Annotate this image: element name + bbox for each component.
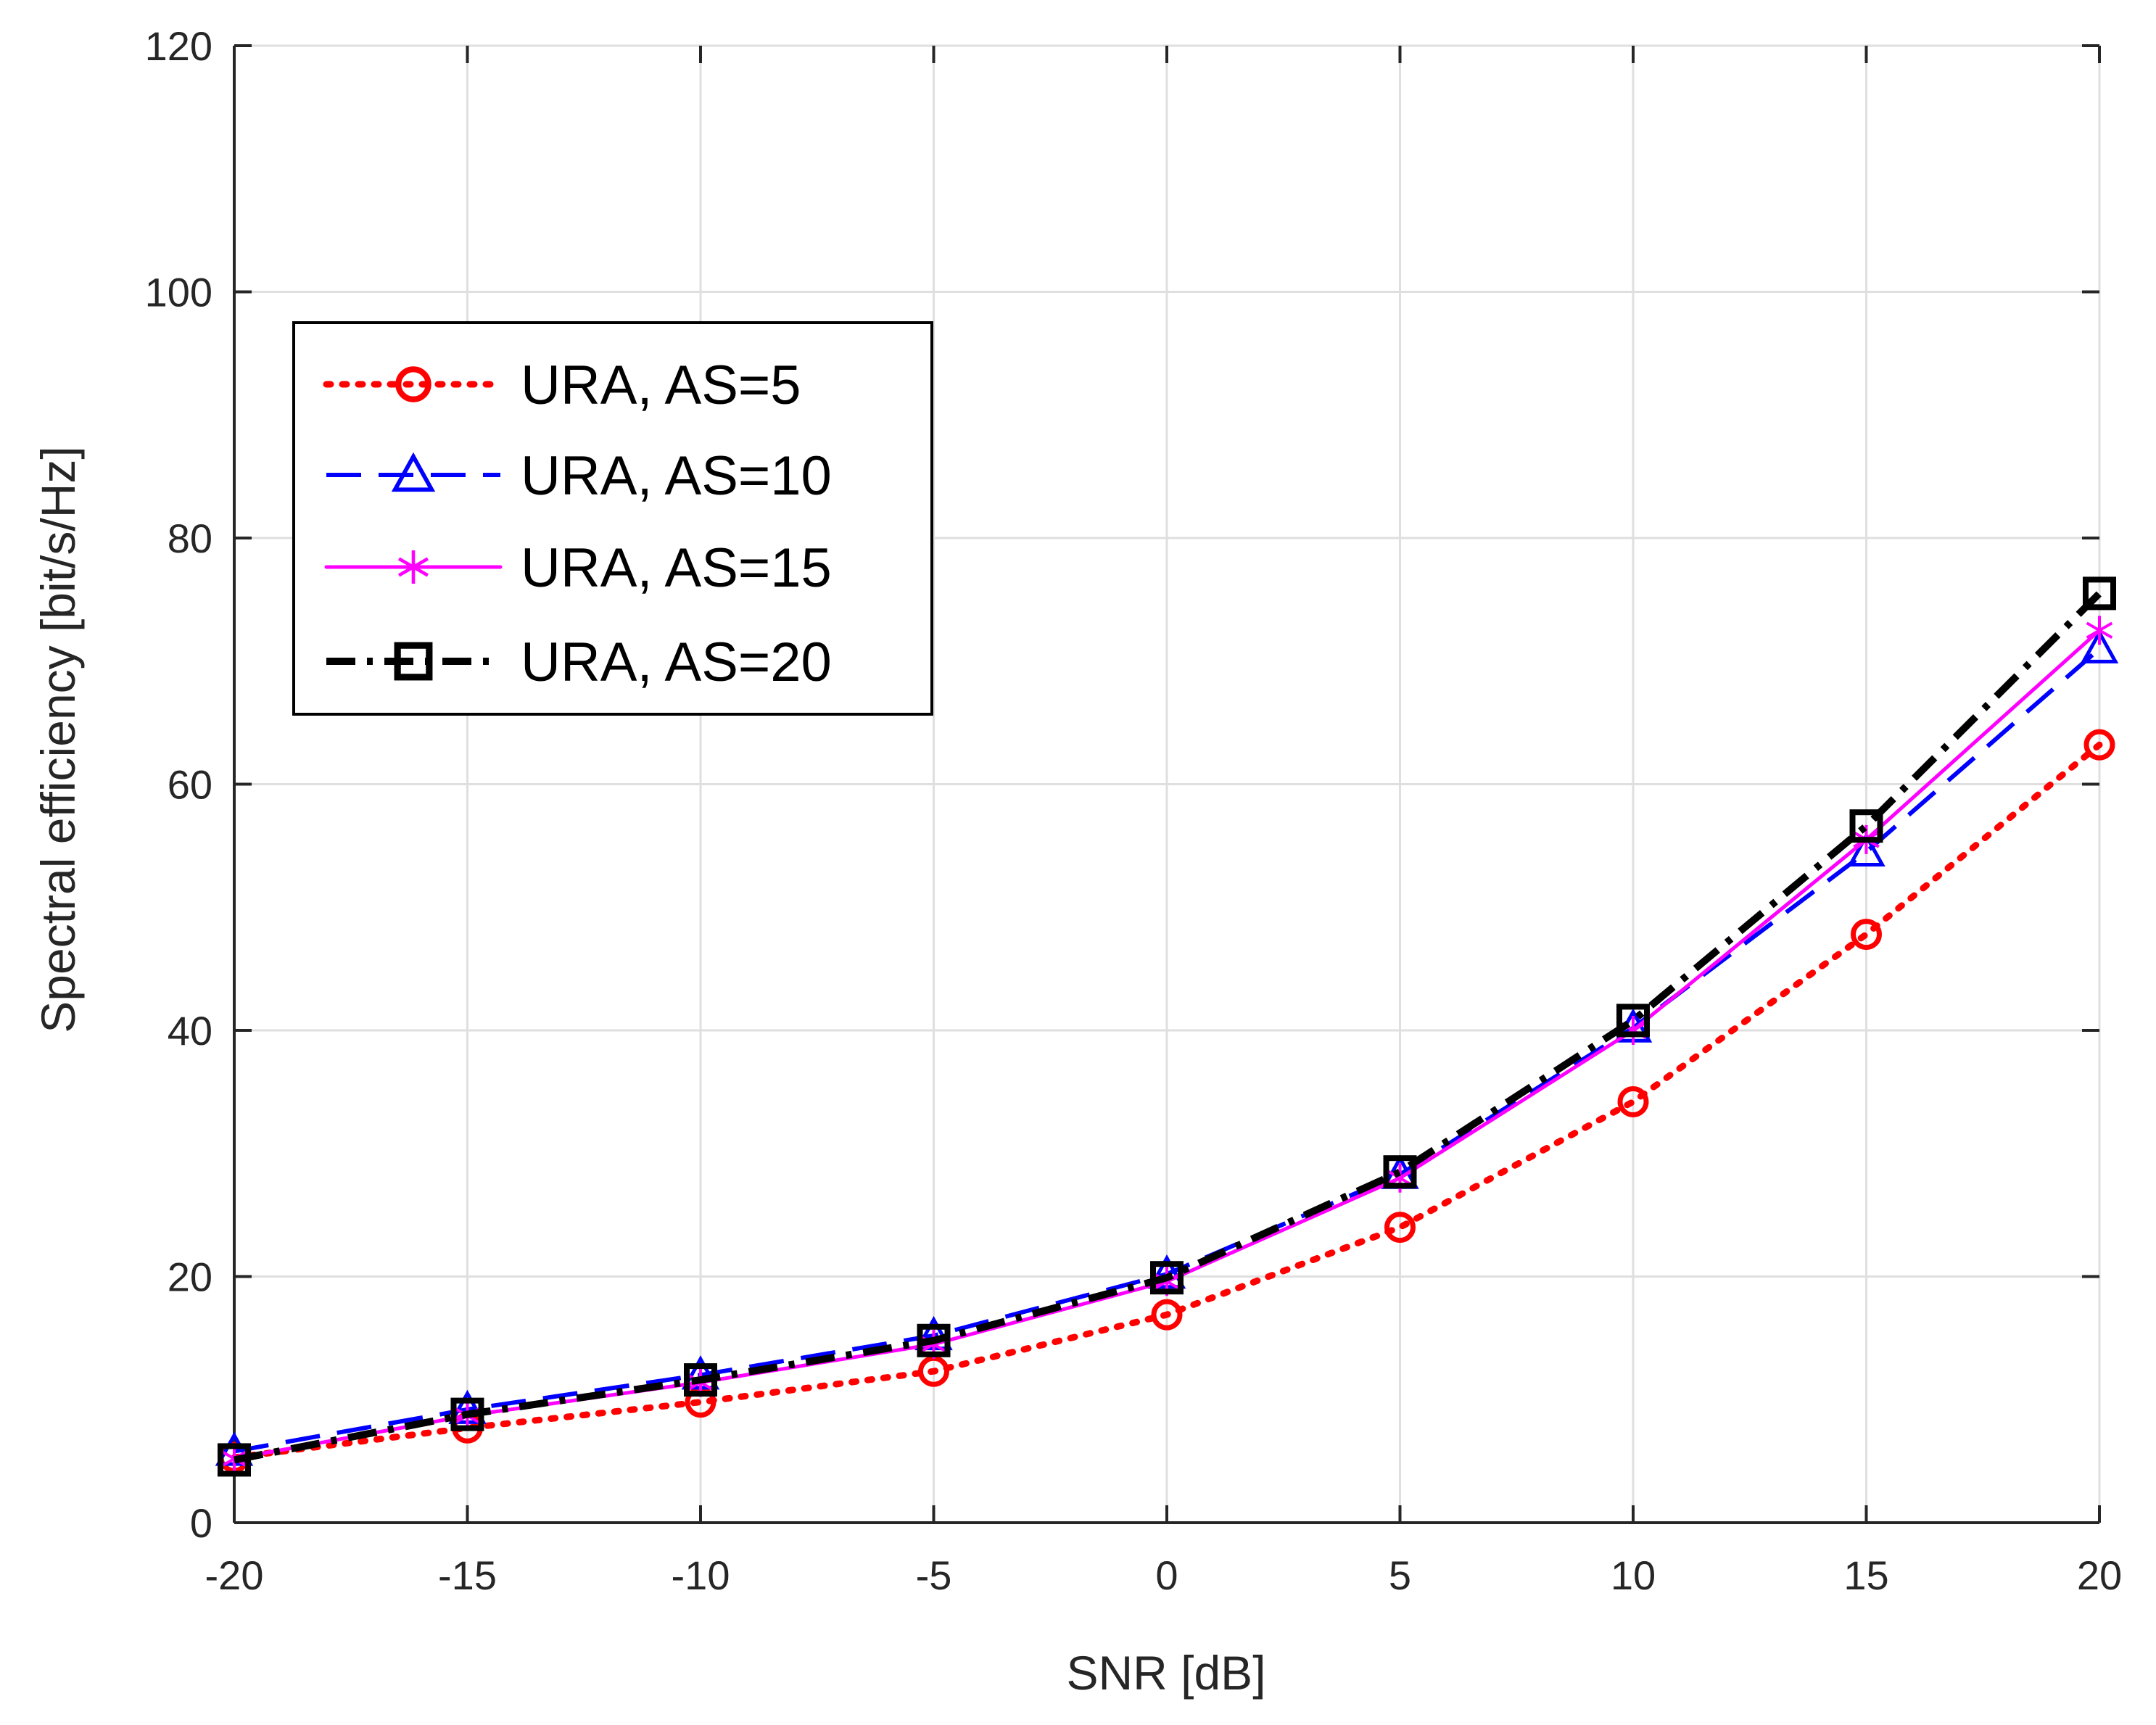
legend-item: URA, AS=15 [324, 537, 832, 599]
series-line [231, 741, 2103, 1461]
data-point [1849, 809, 1883, 843]
data-point [1383, 1155, 1417, 1189]
legend-label: URA, AS=10 [521, 445, 832, 507]
legend-item: URA, AS=20 [326, 632, 832, 693]
data-point [1150, 1261, 1184, 1295]
legend-marker [391, 452, 436, 492]
x-tick-label: 10 [1611, 1552, 1656, 1598]
x-tick-label: -20 [205, 1552, 264, 1598]
legend-label: URA, AS=5 [521, 355, 801, 416]
data-point [684, 1363, 717, 1397]
x-tick-label: 5 [1389, 1552, 1411, 1598]
data-point [2080, 629, 2119, 663]
series-4 [218, 576, 2116, 1477]
x-axis-label: SNR [dB] [1066, 1646, 1265, 1700]
tick-labels: -20 -15 -10 -5 0 5 10 15 20 0 20 40 60 80 100 120 [145, 23, 2123, 1598]
legend-item: URA, AS=5 [323, 355, 801, 416]
grid [233, 44, 2101, 1524]
x-tick-label: 20 [2077, 1552, 2122, 1598]
asterisk-stroke [397, 557, 429, 577]
legend: URA, AS=5 URA, AS=10 URA, AS=15 URA, AS=20 [292, 321, 933, 716]
legend-item: URA, AS=10 [326, 445, 832, 507]
axes [233, 44, 2101, 1524]
asterisk-stroke [2086, 621, 2113, 640]
x-tick-label: -15 [438, 1552, 497, 1598]
data-point [1616, 1004, 1650, 1038]
y-axis-label: Spectral efficiency [bit/s/Hz] [31, 446, 85, 1033]
data-point [1851, 919, 1882, 951]
data-point [218, 1443, 251, 1477]
legend-marker [395, 366, 431, 402]
x-tick-label: 0 [1155, 1552, 1178, 1598]
legend-marker [397, 550, 429, 584]
y-tick-label: 0 [190, 1500, 212, 1546]
y-tick-label: 80 [168, 516, 212, 561]
y-tick-label: 60 [168, 762, 212, 808]
data-point [1151, 1299, 1183, 1331]
legend-label: URA, AS=20 [521, 632, 832, 693]
y-tick-label: 20 [168, 1254, 212, 1300]
series-line [234, 590, 2102, 1464]
data-point [450, 1397, 484, 1431]
data-point [2083, 576, 2116, 611]
y-tick-label: 120 [145, 23, 212, 69]
y-tick-label: 100 [145, 270, 212, 315]
x-tick-label: -10 [672, 1552, 730, 1598]
data-point [1384, 1212, 1416, 1244]
data-point [2083, 729, 2115, 761]
data-point [1847, 832, 1886, 866]
data-point [1617, 1085, 1649, 1117]
data-point [2086, 616, 2113, 645]
y-tick-label: 40 [168, 1008, 212, 1054]
legend-marker [394, 642, 433, 681]
x-tick-label: -5 [916, 1552, 952, 1598]
x-tick-label: 15 [1843, 1552, 1888, 1598]
data-point [917, 1323, 951, 1357]
legend-label: URA, AS=15 [521, 537, 832, 599]
series-group [215, 576, 2119, 1477]
